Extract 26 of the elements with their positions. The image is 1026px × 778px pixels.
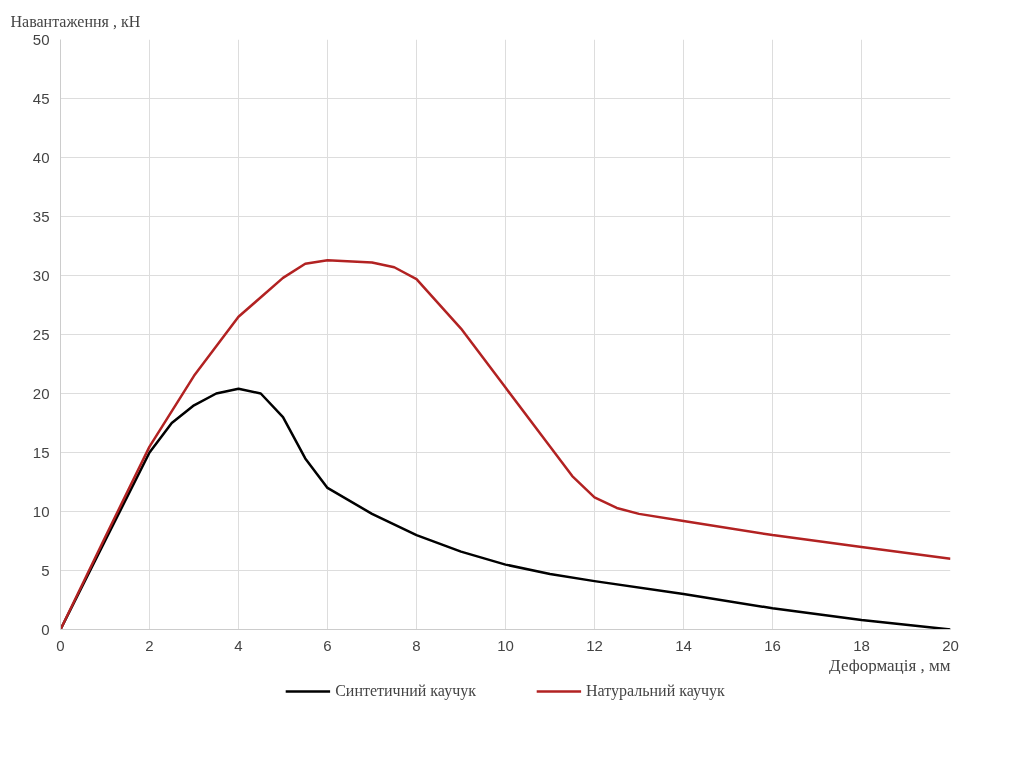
y-tick-label: 30	[32, 266, 50, 284]
x-tick-label: 2	[145, 636, 154, 654]
y-axis-title: Навантаження , кН	[10, 12, 141, 30]
x-tick-label: 8	[412, 636, 421, 654]
y-tick-label: 10	[32, 502, 50, 520]
x-tick-label: 12	[586, 636, 603, 654]
y-tick-label: 40	[32, 148, 50, 166]
y-tick-label: 50	[32, 30, 50, 48]
x-tick-label: 4	[234, 636, 243, 654]
y-tick-label: 45	[32, 89, 50, 107]
x-tick-label: 18	[853, 636, 870, 654]
y-tick-label: 35	[32, 207, 50, 225]
y-tick-label: 5	[41, 561, 50, 579]
y-tick-label: 20	[32, 384, 50, 402]
x-tick-label: 16	[764, 636, 781, 654]
legend-label: Синтетичний каучук	[335, 682, 476, 700]
legend-label: Натуральний каучук	[585, 682, 725, 700]
x-axis-title: Деформація , мм	[829, 655, 951, 675]
x-tick-label: 10	[497, 636, 514, 654]
x-tick-label: 0	[56, 636, 65, 654]
x-tick-label: 20	[942, 636, 959, 654]
y-tick-label: 15	[32, 443, 50, 461]
y-tick-label: 25	[32, 325, 50, 343]
y-tick-label: 0	[41, 620, 50, 638]
x-tick-label: 14	[675, 636, 692, 654]
x-tick-label: 6	[323, 636, 332, 654]
